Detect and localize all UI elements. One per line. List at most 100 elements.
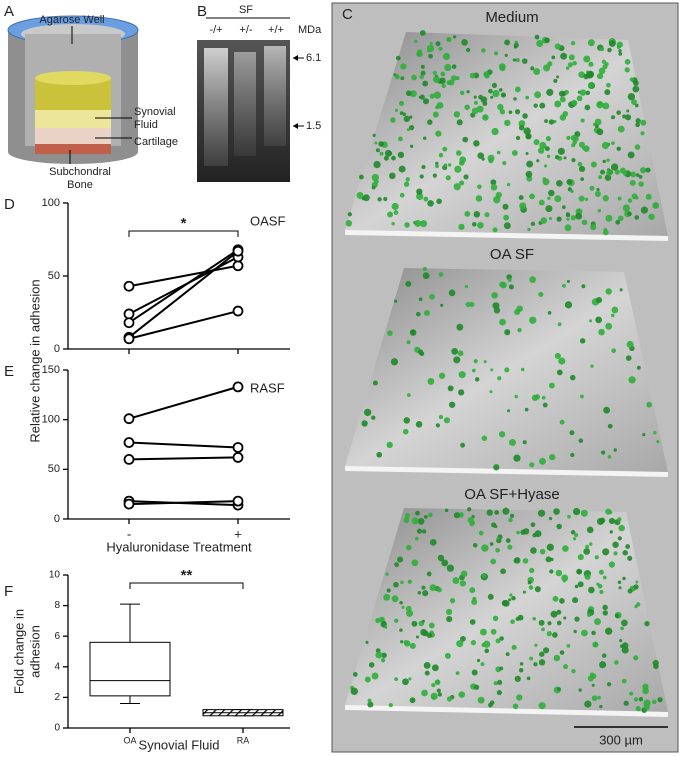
y-tick-label: 2 (54, 692, 60, 703)
cell (480, 662, 485, 667)
synovial-top (35, 71, 111, 85)
cell (415, 421, 423, 428)
cell (502, 507, 510, 515)
cell (553, 78, 558, 83)
cell (429, 41, 433, 45)
cell (514, 394, 518, 399)
cell (418, 297, 423, 302)
cell (416, 311, 421, 317)
cell (559, 96, 566, 103)
cell (409, 329, 417, 336)
cell (421, 164, 426, 170)
cell (618, 51, 623, 56)
cell (629, 77, 634, 82)
cell (406, 90, 412, 97)
point (123, 498, 135, 510)
cell (492, 89, 500, 98)
cell (579, 89, 587, 96)
cell (481, 544, 489, 552)
cell (518, 195, 524, 201)
cell (497, 679, 503, 685)
cell (491, 292, 498, 299)
cell (532, 533, 537, 538)
cell (533, 662, 538, 667)
cell (481, 48, 486, 53)
cell (572, 60, 577, 66)
cell (631, 193, 638, 200)
cell (611, 306, 619, 314)
point (123, 453, 135, 465)
cell (402, 112, 406, 116)
cell (474, 684, 480, 690)
cell (496, 150, 501, 155)
cell (571, 143, 576, 148)
cell (634, 604, 638, 609)
cell (400, 76, 405, 81)
pair-line (128, 385, 239, 420)
cell (546, 543, 554, 551)
cell (634, 215, 640, 220)
cell (570, 452, 575, 458)
cell (498, 431, 506, 438)
cell (516, 694, 523, 701)
cell (608, 517, 616, 525)
cell (566, 643, 571, 648)
cell (490, 368, 494, 372)
cell (587, 613, 592, 617)
cell (483, 71, 490, 78)
cell (500, 568, 506, 575)
significance: * (181, 215, 187, 232)
cell (416, 528, 423, 534)
cell (390, 358, 399, 366)
cell (435, 161, 439, 166)
cell (495, 638, 501, 644)
cell (638, 181, 644, 187)
y-tick-label: 0 (54, 513, 60, 525)
cell (473, 359, 478, 364)
significance: ** (181, 567, 193, 584)
cell (574, 131, 581, 138)
cell (481, 642, 486, 648)
cell (646, 401, 653, 408)
cell (416, 192, 424, 201)
cell (576, 95, 583, 102)
cell (580, 509, 588, 517)
cell (418, 349, 424, 355)
cell (398, 165, 406, 173)
cell (572, 597, 579, 604)
cell (481, 435, 488, 442)
cell (645, 167, 651, 173)
cell (444, 508, 449, 513)
cell (578, 195, 585, 202)
cell (428, 512, 433, 518)
cell (499, 636, 504, 641)
cell (552, 632, 558, 638)
cell (510, 513, 515, 518)
cell (427, 200, 434, 207)
cell (609, 530, 613, 534)
cell (575, 212, 583, 220)
cell (522, 113, 528, 119)
cell (464, 284, 469, 289)
cell (480, 96, 488, 103)
cell (594, 190, 601, 197)
cell (446, 608, 453, 615)
scale-label: 300 µm (599, 732, 643, 747)
cell (564, 89, 569, 95)
cell (559, 650, 565, 655)
y-axis-label: adhesion (27, 625, 42, 678)
cell (520, 529, 526, 535)
cell (422, 98, 430, 105)
cell (393, 299, 398, 303)
cell (429, 584, 437, 592)
cell (565, 212, 571, 218)
cell (391, 202, 399, 211)
cell (419, 174, 424, 179)
cell (500, 281, 507, 289)
cell (511, 150, 518, 156)
cell (458, 371, 466, 379)
cell (471, 521, 476, 525)
cell (557, 687, 561, 692)
cell (407, 579, 413, 584)
